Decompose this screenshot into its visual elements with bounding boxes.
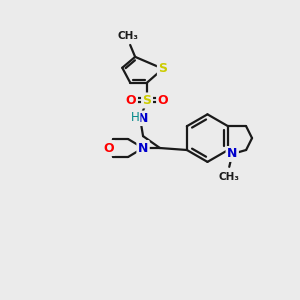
Text: O: O: [126, 94, 136, 107]
Text: S: S: [158, 62, 167, 75]
Text: CH₃: CH₃: [219, 172, 240, 182]
Text: N: N: [227, 148, 237, 160]
Text: O: O: [103, 142, 114, 154]
Text: N: N: [138, 112, 148, 125]
Text: O: O: [158, 94, 168, 107]
Text: N: N: [138, 142, 148, 154]
Text: H: H: [131, 111, 140, 124]
Text: S: S: [142, 94, 152, 107]
Text: CH₃: CH₃: [118, 31, 139, 41]
